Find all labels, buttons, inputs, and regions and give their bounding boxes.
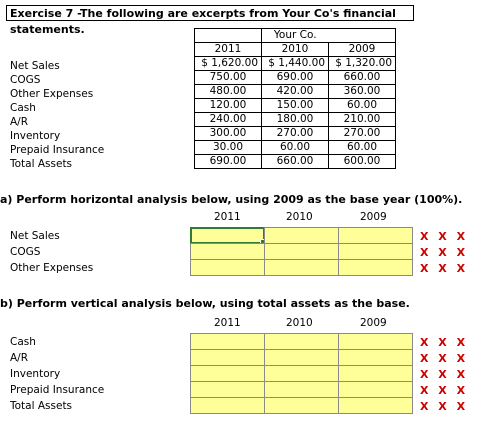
cell-inventory-2010: 270.00 xyxy=(261,126,329,141)
input-b-total-assets-2010[interactable] xyxy=(264,397,339,414)
input-a-net-sales-2009[interactable] xyxy=(338,227,413,244)
input-b-cash-2011[interactable] xyxy=(190,333,265,350)
part-b-year-2011: 2011 xyxy=(214,317,241,329)
input-a-other-expenses-2011[interactable] xyxy=(190,259,265,276)
input-b-ar-2011[interactable] xyxy=(190,349,265,366)
input-a-cogs-2009[interactable] xyxy=(338,243,413,260)
part-b-marks-inventory: X X X xyxy=(420,368,469,381)
input-a-net-sales-2011[interactable] xyxy=(190,227,267,246)
cell-cash-2011: 120.00 xyxy=(194,98,262,113)
cell-cash-2010: 150.00 xyxy=(261,98,329,113)
cell-ar-2010: 180.00 xyxy=(261,112,329,127)
part-a-marks-net-sales: X X X xyxy=(420,230,469,243)
part-a-year-2010: 2010 xyxy=(286,211,313,223)
input-b-prepaid-insurance-2010[interactable] xyxy=(264,381,339,398)
part-b-label-prepaid-insurance: Prepaid Insurance xyxy=(10,384,105,396)
financial-table: Your Co. 2011 2010 2009 $ 1,620.00 $ 1,4… xyxy=(194,28,396,169)
exercise-title: Exercise 7 -The following are excerpts f… xyxy=(6,5,414,36)
row-label-inventory: Inventory xyxy=(10,130,61,142)
year-header-2011: 2011 xyxy=(194,42,262,57)
cell-inventory-2009: 270.00 xyxy=(328,126,396,141)
cell-total-assets-2010: 660.00 xyxy=(261,154,329,169)
part-b-marks-cash: X X X xyxy=(420,336,469,349)
input-a-other-expenses-2010[interactable] xyxy=(264,259,339,276)
row-label-total-assets: Total Assets xyxy=(10,158,73,170)
part-a-marks-other-expenses: X X X xyxy=(420,262,469,275)
part-b-year-2010: 2010 xyxy=(286,317,313,329)
cell-inventory-2011: 300.00 xyxy=(194,126,262,141)
input-b-total-assets-2011[interactable] xyxy=(190,397,265,414)
input-b-ar-2009[interactable] xyxy=(338,349,413,366)
input-b-inventory-2009[interactable] xyxy=(338,365,413,382)
input-b-cash-2009[interactable] xyxy=(338,333,413,350)
cell-net-sales-2009: $ 1,320.00 xyxy=(328,56,396,71)
cell-cogs-2011: 750.00 xyxy=(194,70,262,85)
input-a-net-sales-2010[interactable] xyxy=(264,227,339,244)
cell-other-expenses-2009: 360.00 xyxy=(328,84,396,99)
part-b-marks-prepaid-insurance: X X X xyxy=(420,384,469,397)
cell-total-assets-2011: 690.00 xyxy=(194,154,262,169)
year-header-2010: 2010 xyxy=(261,42,329,57)
cell-other-expenses-2011: 480.00 xyxy=(194,84,262,99)
input-b-prepaid-insurance-2011[interactable] xyxy=(190,381,265,398)
cell-net-sales-2011: $ 1,620.00 xyxy=(194,56,262,71)
part-b-label-inventory: Inventory xyxy=(10,368,61,380)
part-b-label-ar: A/R xyxy=(10,352,29,364)
input-b-cash-2010[interactable] xyxy=(264,333,339,350)
cell-prepaid-insurance-2009: 60.00 xyxy=(328,140,396,155)
part-a-label-other-expenses: Other Expenses xyxy=(10,262,94,274)
cell-other-expenses-2010: 420.00 xyxy=(261,84,329,99)
input-a-other-expenses-2009[interactable] xyxy=(338,259,413,276)
part-b-marks-ar: X X X xyxy=(420,352,469,365)
row-label-prepaid-insurance: Prepaid Insurance xyxy=(10,144,105,156)
cell-net-sales-2010: $ 1,440.00 xyxy=(261,56,329,71)
row-label-ar: A/R xyxy=(10,116,29,128)
input-a-cogs-2010[interactable] xyxy=(264,243,339,260)
part-b-label-total-assets: Total Assets xyxy=(10,400,73,412)
cell-cash-2009: 60.00 xyxy=(328,98,396,113)
cell-ar-2011: 240.00 xyxy=(194,112,262,127)
year-header-2009: 2009 xyxy=(328,42,396,57)
row-label-net-sales: Net Sales xyxy=(10,60,60,72)
input-b-ar-2010[interactable] xyxy=(264,349,339,366)
cell-total-assets-2009: 600.00 xyxy=(328,154,396,169)
part-b-label-cash: Cash xyxy=(10,336,36,348)
cell-cogs-2010: 690.00 xyxy=(261,70,329,85)
input-b-inventory-2011[interactable] xyxy=(190,365,265,382)
cell-prepaid-insurance-2011: 30.00 xyxy=(194,140,262,155)
part-b-year-2009: 2009 xyxy=(360,317,387,329)
input-b-total-assets-2009[interactable] xyxy=(338,397,413,414)
row-label-other-expenses: Other Expenses xyxy=(10,88,94,100)
part-b-heading: b) Perform vertical analysis below, usin… xyxy=(0,297,410,310)
cell-prepaid-insurance-2010: 60.00 xyxy=(261,140,329,155)
part-a-label-net-sales: Net Sales xyxy=(10,230,60,242)
part-a-year-2011: 2011 xyxy=(214,211,241,223)
part-a-heading: a) Perform horizontal analysis below, us… xyxy=(0,193,463,206)
part-a-year-2009: 2009 xyxy=(360,211,387,223)
part-b-marks-total-assets: X X X xyxy=(420,400,469,413)
input-b-prepaid-insurance-2009[interactable] xyxy=(338,381,413,398)
row-label-cogs: COGS xyxy=(10,74,41,86)
row-label-cash: Cash xyxy=(10,102,36,114)
input-a-cogs-2011[interactable] xyxy=(190,243,265,260)
part-a-label-cogs: COGS xyxy=(10,246,41,258)
input-b-inventory-2010[interactable] xyxy=(264,365,339,382)
cell-ar-2009: 210.00 xyxy=(328,112,396,127)
company-header: Your Co. xyxy=(261,28,329,43)
cell-cogs-2009: 660.00 xyxy=(328,70,396,85)
part-a-marks-cogs: X X X xyxy=(420,246,469,259)
